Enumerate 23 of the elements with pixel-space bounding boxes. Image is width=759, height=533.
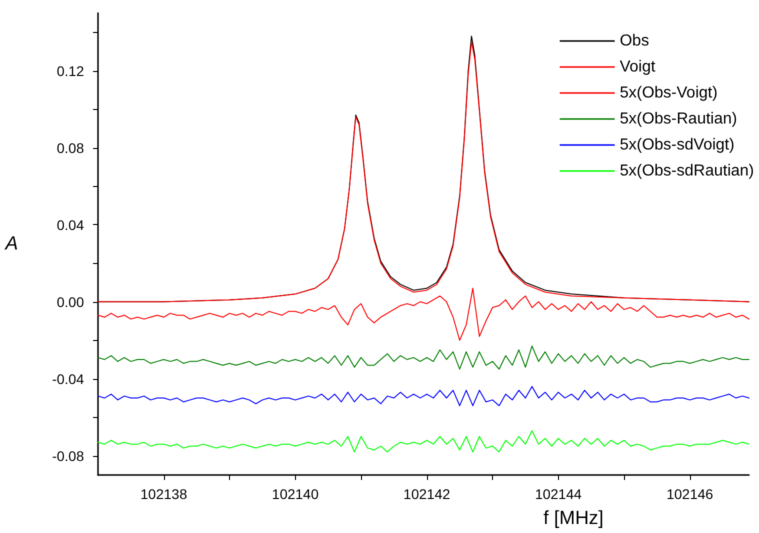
y-tick-label: 0.04 [56,216,84,233]
line-series [98,346,750,370]
y-tick-label: 0.08 [56,140,84,156]
x-tick-label: 102146 [666,486,714,502]
line-series [98,430,750,452]
legend-label: 5x(Obs-sdVoigt) [620,136,734,154]
y-tick-label: -0.08 [52,448,84,464]
y-tick-label: 0.12 [56,62,84,79]
y-axis-title: A [4,234,18,254]
x-axis-title: f [MHz] [543,508,604,529]
legend-label: 5x(Obs-Rautian) [620,110,738,128]
line-series [98,288,750,341]
legend-label: Voigt [620,58,656,76]
x-tick-label: 102138 [140,486,188,502]
legend-label: Obs [620,32,650,50]
x-tick-label: 102140 [272,486,319,502]
y-tick-label: -0.04 [52,370,84,387]
y-tick-label: 0.00 [56,294,84,310]
line-series [98,386,750,406]
x-tick-label: 102142 [403,486,450,502]
legend-label: 5x(Obs-Voigt) [620,84,718,102]
legend-label: 5x(Obs-sdRautian) [620,162,754,180]
x-tick-label: 102144 [534,486,582,502]
